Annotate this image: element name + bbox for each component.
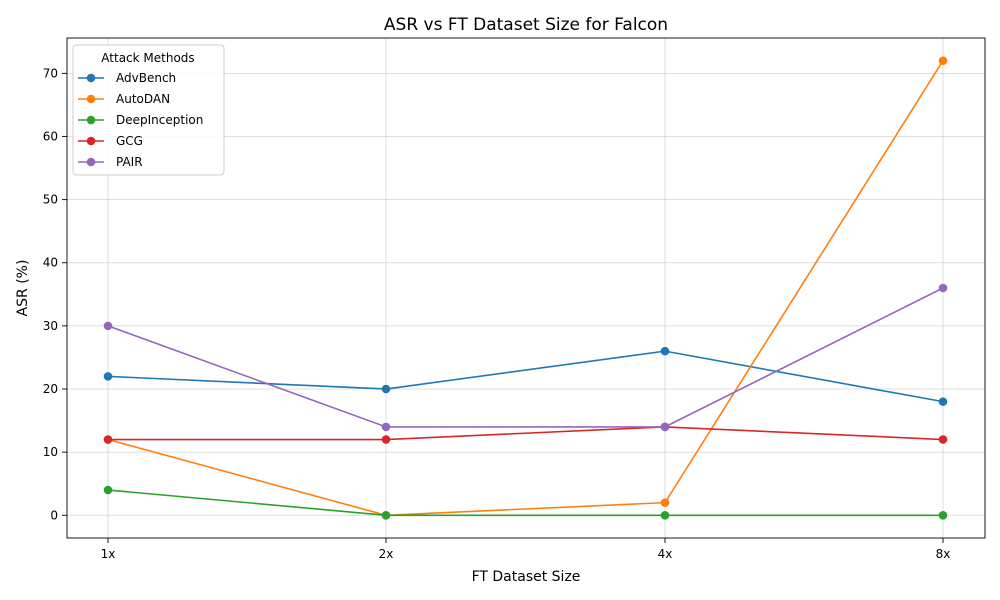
x-tick-label: 1x: [101, 547, 116, 561]
x-tick-label: 8x: [936, 547, 951, 561]
legend-items: AdvBench AutoDAN DeepInception GCG PAIR: [78, 71, 203, 169]
legend-marker: [86, 115, 96, 125]
data-point: [381, 510, 391, 520]
data-point: [938, 56, 948, 66]
y-axis-label: ASR (%): [15, 260, 31, 317]
series-line: [108, 426, 944, 441]
legend-title: Attack Methods: [101, 51, 194, 65]
data-point: [660, 498, 670, 507]
series-pair: [103, 283, 948, 432]
x-axis-label: FT Dataset Size: [472, 569, 581, 585]
series-line: [107, 489, 943, 517]
legend-entry: GCG: [78, 134, 143, 148]
series-layer: [103, 56, 948, 520]
data-point: [103, 485, 113, 495]
data-point: [938, 283, 948, 293]
y-tick-label: 0: [50, 508, 58, 522]
x-tick-label: 4x: [658, 547, 673, 561]
legend-entry: PAIR: [78, 155, 143, 169]
y-tick-label: 50: [43, 193, 58, 207]
x-axis: 1x 2x 4x 8x: [101, 538, 951, 561]
y-tick-label: 70: [43, 66, 58, 80]
data-point: [381, 435, 391, 444]
y-axis: 0 10 20 30 40 50 60 70: [43, 66, 67, 522]
legend-label: AdvBench: [116, 71, 176, 85]
legend-marker: [86, 94, 96, 104]
data-point: [938, 397, 948, 406]
legend-label: DeepInception: [116, 113, 203, 127]
y-tick-label: 40: [43, 256, 58, 270]
data-point: [660, 422, 670, 432]
chart-title: ASR vs FT Dataset Size for Falcon: [384, 15, 668, 35]
data-point: [381, 384, 391, 394]
y-tick-label: 20: [43, 382, 58, 396]
series-deepinception: [103, 485, 948, 520]
legend-label: AutoDAN: [116, 92, 170, 106]
legend-marker: [86, 157, 96, 167]
data-point: [938, 435, 948, 444]
legend-entry: DeepInception: [78, 113, 203, 127]
legend-label: PAIR: [116, 155, 143, 169]
legend-box: [72, 44, 225, 176]
legend-marker: [86, 73, 96, 83]
legend-entry: AutoDAN: [78, 92, 170, 106]
legend-label: GCG: [116, 134, 143, 148]
y-tick-label: 60: [43, 129, 58, 143]
legend: Attack Methods AdvBench AutoDAN DeepIncept…: [72, 44, 225, 176]
y-tick-label: 10: [43, 445, 58, 459]
legend-entry: AdvBench: [78, 71, 176, 85]
y-tick-label: 30: [43, 319, 58, 333]
x-tick-label: 2x: [379, 547, 394, 561]
data-point: [103, 372, 113, 381]
data-point: [103, 321, 113, 331]
plot-frame: [66, 37, 986, 539]
legend-marker: [86, 136, 96, 146]
series-gcg: [103, 422, 948, 444]
data-point: [660, 510, 670, 520]
series-autodan: [103, 56, 948, 520]
series-line: [107, 60, 944, 517]
series-line: [107, 287, 944, 428]
series-advbench: [103, 346, 948, 406]
data-point: [938, 510, 948, 520]
data-point: [381, 422, 391, 432]
series-line: [107, 350, 944, 403]
data-point: [660, 346, 670, 356]
data-point: [103, 435, 113, 444]
